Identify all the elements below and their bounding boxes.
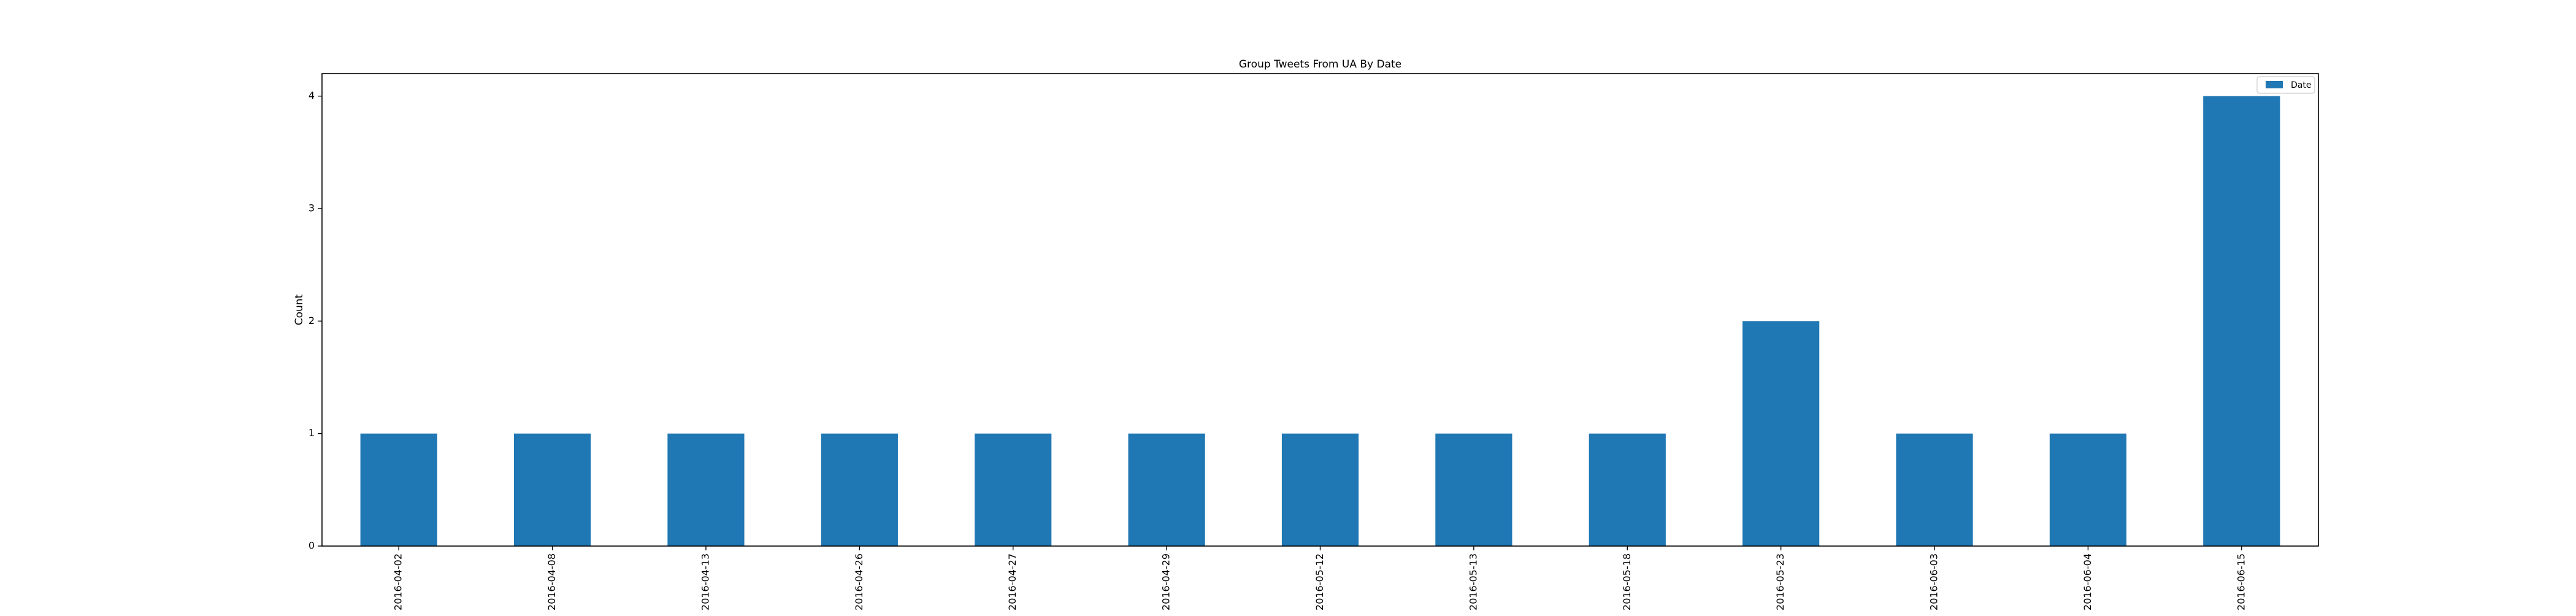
bar-2016-06-03 (1896, 433, 1973, 546)
bar-2016-04-02 (360, 433, 437, 546)
x-tick-label: 2016-05-13 (1467, 553, 1479, 610)
x-tick-label: 2016-04-27 (1006, 553, 1018, 610)
x-tick-label: 2016-04-26 (853, 553, 865, 610)
legend: Date (2256, 76, 2315, 94)
legend-box (2256, 76, 2315, 94)
y-axis: 0 1 2 3 4 (309, 90, 322, 552)
bars-layer (360, 96, 2280, 546)
chart-title: Group Tweets From UA By Date (1239, 58, 1401, 71)
x-axis: 2016-04-02 2016-04-08 2016-04-13 2016-04-26… (393, 546, 2247, 610)
x-tick-label: 2016-04-13 (699, 553, 711, 610)
legend-swatch (2266, 81, 2283, 88)
x-tick-label: 2016-04-29 (1160, 553, 1172, 610)
y-tick-label: 0 (309, 540, 315, 552)
bar-2016-04-29 (1128, 433, 1205, 546)
x-tick-label: 2016-04-08 (546, 553, 558, 610)
bar-2016-04-26 (821, 433, 898, 546)
bar-2016-05-12 (1281, 433, 1359, 546)
x-tick-label: 2016-06-03 (1928, 553, 1940, 610)
x-tick-label: 2016-06-15 (2235, 553, 2247, 610)
legend-label: Date (2291, 80, 2311, 90)
y-tick-label: 4 (309, 90, 315, 101)
bar-2016-05-13 (1435, 433, 1512, 546)
x-tick-label: 2016-05-18 (1621, 553, 1633, 610)
bar-2016-06-04 (2049, 433, 2127, 546)
bar-2016-06-15 (2203, 96, 2280, 546)
bar-2016-04-13 (667, 433, 745, 546)
y-tick-label: 3 (309, 202, 315, 214)
y-tick-label: 1 (309, 427, 315, 439)
x-tick-label: 2016-06-04 (2082, 553, 2093, 610)
y-axis-label: Count (293, 294, 305, 325)
x-tick-label: 2016-05-23 (1774, 553, 1786, 610)
bar-2016-05-23 (1742, 321, 1820, 546)
x-tick-label: 2016-05-12 (1314, 553, 1325, 610)
y-tick-label: 2 (309, 315, 315, 326)
plot-frame (321, 73, 2319, 547)
bar-2016-05-18 (1589, 433, 1666, 546)
bar-2016-04-27 (975, 433, 1052, 546)
bar-2016-04-08 (513, 433, 591, 546)
x-tick-label: 2016-04-02 (393, 553, 404, 610)
